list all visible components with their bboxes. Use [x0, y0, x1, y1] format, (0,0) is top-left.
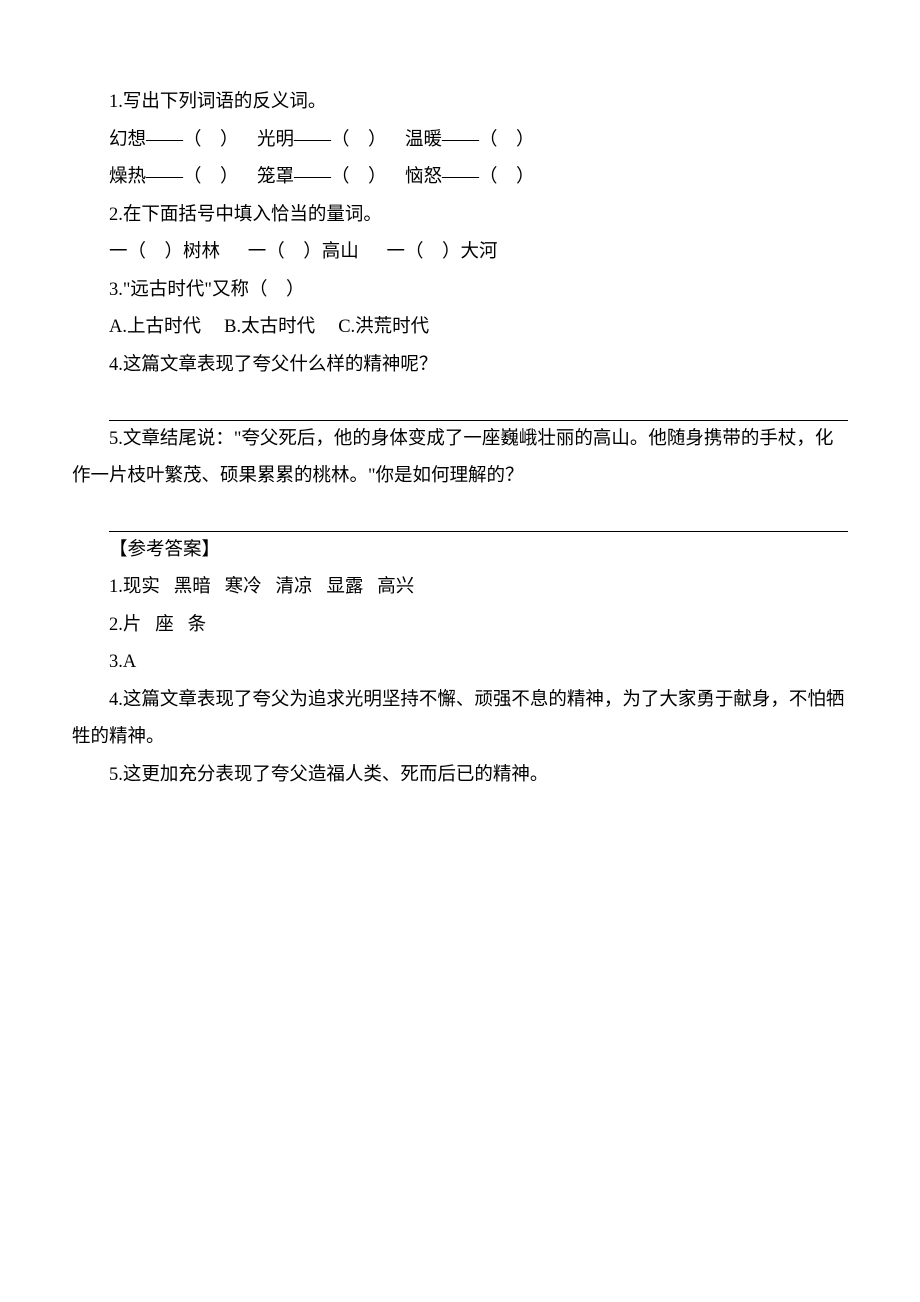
answer-5: 5.这更加充分表现了夸父造福人类、死而后已的精神。	[72, 757, 848, 795]
q5-answer-line	[109, 496, 848, 532]
q3-options: A.上古时代 B.太古时代 C.洪荒时代	[72, 309, 848, 347]
q1-prompt: 1.写出下列词语的反义词。	[72, 84, 848, 122]
page: 1.写出下列词语的反义词。 幻想——（ ） 光明——（ ） 温暖——（ ） 燥热…	[0, 0, 920, 1302]
answer-2: 2.片 座 条	[72, 607, 848, 645]
answer-1: 1.现实 黑暗 寒冷 清凉 显露 高兴	[72, 569, 848, 607]
answer-3: 3.A	[72, 644, 848, 682]
answers-heading: 【参考答案】	[72, 532, 848, 570]
q4-answer-line	[109, 384, 848, 420]
q1-row2: 燥热——（ ） 笼罩——（ ） 恼怒——（ ）	[72, 159, 848, 197]
q1-row1: 幻想——（ ） 光明——（ ） 温暖——（ ）	[72, 122, 848, 160]
q5-prompt: 5.文章结尾说："夸父死后，他的身体变成了一座巍峨壮丽的高山。他随身携带的手杖，…	[72, 421, 848, 496]
q3-prompt: 3."远古时代"又称（ ）	[72, 272, 848, 310]
q2-prompt: 2.在下面括号中填入恰当的量词。	[72, 197, 848, 235]
q2-row: 一（ ）树林 一（ ）高山 一（ ）大河	[72, 234, 848, 272]
q4-prompt: 4.这篇文章表现了夸父什么样的精神呢？	[72, 347, 848, 385]
answer-4: 4.这篇文章表现了夸父为追求光明坚持不懈、顽强不息的精神，为了大家勇于献身，不怕…	[72, 682, 848, 757]
